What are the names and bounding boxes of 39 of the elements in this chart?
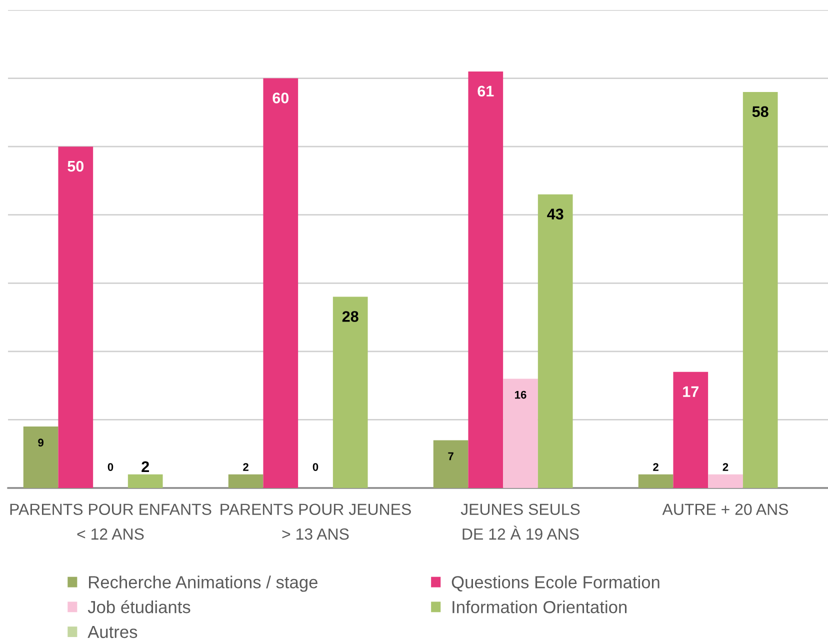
bar <box>742 92 778 488</box>
data-label: 0 <box>312 463 318 471</box>
data-label: 2 <box>653 463 658 471</box>
bar <box>23 426 58 488</box>
data-label: 50 <box>68 160 84 172</box>
bar <box>638 474 674 488</box>
data-label: 60 <box>272 92 289 104</box>
x-tick-label: PARENTS POUR ENFANTS < 12 ANS <box>10 504 212 540</box>
bar <box>673 372 708 488</box>
bar <box>708 474 743 488</box>
data-label: 28 <box>342 311 358 322</box>
data-label: 2 <box>142 461 149 472</box>
bar <box>538 194 573 488</box>
data-label: 9 <box>38 438 44 447</box>
legend-label: Information Orientation <box>452 600 627 614</box>
data-label: 61 <box>478 86 494 97</box>
bar <box>263 78 298 488</box>
data-label: 58 <box>752 106 768 118</box>
data-label: 43 <box>547 208 564 220</box>
data-label: 0 <box>108 463 114 471</box>
data-label: 16 <box>515 390 526 399</box>
bar <box>332 296 368 488</box>
bar <box>128 474 163 488</box>
x-tick-label: AUTRE + 20 ANS <box>662 504 788 516</box>
bar <box>433 440 468 488</box>
x-tick-label: PARENTS POUR JEUNES > 13 ANS <box>220 504 411 540</box>
data-label: 2 <box>243 463 248 471</box>
data-label: 2 <box>722 463 728 471</box>
bar <box>503 378 538 488</box>
data-label: 7 <box>448 452 454 460</box>
legend-label: Job étudiants <box>88 600 190 614</box>
bar <box>58 146 94 488</box>
x-tick-label: JEUNES SEULS DE 12 À 19 ANS <box>460 504 580 540</box>
legend-label: Questions Ecole Formation <box>452 576 660 592</box>
data-label: 17 <box>683 386 698 397</box>
bar <box>468 71 504 488</box>
legend-label: Recherche Animations / stage <box>89 576 318 592</box>
legend-label: Autres <box>88 626 138 638</box>
bar <box>228 474 264 488</box>
